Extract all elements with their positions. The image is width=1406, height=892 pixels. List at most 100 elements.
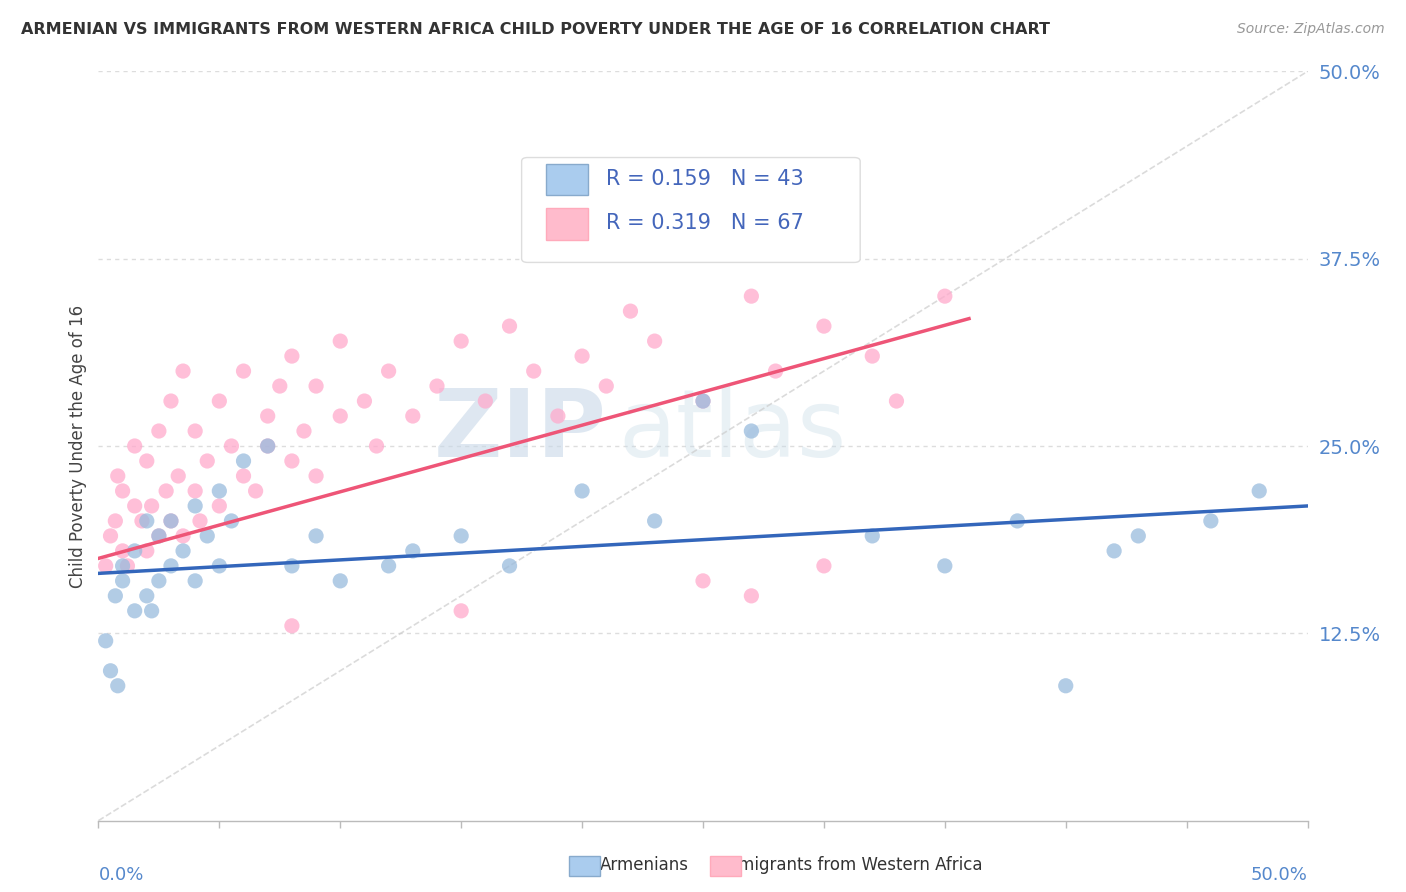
Point (104, 589, 127, 603)
Point (366, 439, 388, 453)
Point (402, 409, 425, 423)
Point (208, 558, 231, 573)
Point (195, 529, 218, 543)
Point (188, 514, 211, 528)
Point (498, 319, 520, 334)
Point (208, 394, 231, 409)
Point (450, 604, 472, 618)
Point (104, 514, 127, 528)
Point (692, 394, 714, 409)
Point (256, 439, 278, 453)
Point (232, 469, 254, 483)
Point (329, 409, 352, 423)
Point (195, 454, 218, 468)
Point (124, 604, 146, 618)
Point (167, 469, 190, 483)
Point (595, 379, 617, 393)
FancyBboxPatch shape (546, 163, 588, 195)
Point (886, 394, 908, 409)
Point (94, 633, 117, 648)
Point (124, 439, 146, 453)
Point (107, 679, 129, 693)
Point (117, 558, 139, 573)
Point (172, 529, 194, 543)
Point (813, 319, 835, 334)
Point (740, 289, 762, 303)
Point (860, 529, 883, 543)
Point (571, 483, 593, 498)
Point (329, 574, 352, 588)
Point (184, 499, 207, 513)
Point (160, 558, 183, 573)
Point (141, 604, 163, 618)
Point (184, 483, 207, 498)
Point (111, 544, 134, 558)
Point (111, 574, 134, 588)
Point (692, 574, 714, 588)
FancyBboxPatch shape (522, 158, 860, 262)
Point (281, 349, 304, 363)
Point (232, 364, 254, 378)
Text: Immigrants from Western Africa: Immigrants from Western Africa (717, 856, 983, 874)
Point (571, 349, 593, 363)
Text: Armenians: Armenians (600, 856, 689, 874)
Point (813, 558, 835, 573)
Point (934, 289, 956, 303)
Point (172, 364, 194, 378)
Point (740, 589, 762, 603)
Point (141, 499, 163, 513)
Point (547, 409, 569, 423)
Point (208, 499, 231, 513)
Point (353, 394, 375, 409)
Text: ARMENIAN VS IMMIGRANTS FROM WESTERN AFRICA CHILD POVERTY UNDER THE AGE OF 16 COR: ARMENIAN VS IMMIGRANTS FROM WESTERN AFRI… (21, 22, 1050, 37)
Point (692, 394, 714, 409)
Point (135, 544, 157, 558)
Point (184, 574, 207, 588)
Point (281, 558, 304, 573)
Point (160, 514, 183, 528)
Point (860, 349, 883, 363)
Point (124, 544, 146, 558)
Point (305, 529, 328, 543)
FancyBboxPatch shape (546, 209, 588, 240)
Point (281, 619, 304, 633)
Point (1054, 679, 1077, 693)
Point (426, 379, 449, 393)
Y-axis label: Child Poverty Under the Age of 16: Child Poverty Under the Age of 16 (69, 304, 87, 588)
Point (94, 558, 117, 573)
Point (644, 514, 666, 528)
Text: 0.0%: 0.0% (98, 865, 143, 884)
Point (934, 558, 956, 573)
Point (498, 558, 520, 573)
Text: 50.0%: 50.0% (1251, 865, 1308, 884)
Point (155, 483, 177, 498)
Point (377, 558, 399, 573)
Point (135, 514, 157, 528)
Point (402, 544, 425, 558)
Point (281, 454, 304, 468)
Point (1102, 544, 1125, 558)
Point (148, 424, 170, 438)
Point (619, 304, 641, 318)
Point (256, 409, 278, 423)
Point (1128, 529, 1150, 543)
Point (172, 544, 194, 558)
Point (305, 379, 328, 393)
Point (644, 334, 666, 348)
Point (523, 364, 546, 378)
Point (148, 529, 170, 543)
Point (160, 514, 183, 528)
Point (124, 499, 146, 513)
Point (135, 454, 157, 468)
Point (1007, 514, 1029, 528)
Point (111, 558, 134, 573)
Point (160, 394, 183, 409)
Point (1199, 514, 1222, 528)
Point (208, 483, 231, 498)
Point (107, 469, 129, 483)
Point (474, 394, 496, 409)
Point (377, 364, 399, 378)
Point (100, 664, 122, 678)
Point (740, 424, 762, 438)
Point (184, 424, 207, 438)
